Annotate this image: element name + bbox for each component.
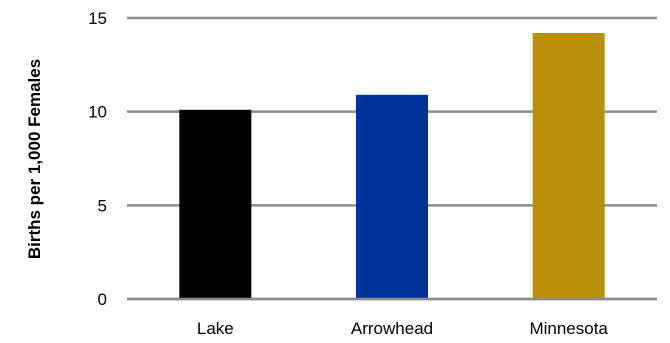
y-tick-labels: 0 5 10 15 xyxy=(88,9,107,309)
bar-arrowhead xyxy=(356,94,428,299)
category-label-lake: Lake xyxy=(197,319,234,338)
category-label-minnesota: Minnesota xyxy=(529,319,608,338)
y-axis-title: Births per 1,000 Females xyxy=(25,59,44,259)
y-tick-label-15: 15 xyxy=(88,9,107,28)
bars xyxy=(127,32,657,301)
y-tick-label-5: 5 xyxy=(98,196,107,215)
y-tick-label-10: 10 xyxy=(88,103,107,122)
category-label-arrowhead: Arrowhead xyxy=(351,319,433,338)
bar-lake xyxy=(179,109,252,299)
category-labels: Lake Arrowhead Minnesota xyxy=(197,319,609,338)
y-tick-label-0: 0 xyxy=(98,290,107,309)
bar-minnesota xyxy=(532,32,605,300)
